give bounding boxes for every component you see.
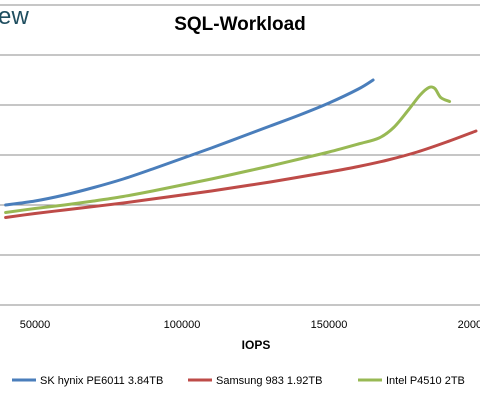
series-line-2 — [4, 129, 478, 219]
legend-label: Intel P4510 2TB — [386, 375, 465, 387]
x-tick-label: 200000 — [458, 319, 480, 331]
brand-logo: ew — [0, 3, 30, 30]
series-line-3 — [4, 85, 452, 214]
series-line-1 — [4, 78, 375, 207]
chart-title: SQL-Workload — [174, 14, 306, 35]
x-axis-title: IOPS — [242, 338, 271, 352]
legend: SK hynix PE6011 3.84TB Samsung 983 1.92TB… — [12, 375, 465, 387]
legend-label: Samsung 983 1.92TB — [216, 375, 322, 387]
series-lines — [4, 78, 478, 219]
x-tick-label: 100000 — [164, 319, 201, 331]
x-tick-labels: 50000 100000 150000 200000 — [20, 319, 480, 331]
legend-label: SK hynix PE6011 3.84TB — [40, 375, 163, 387]
x-tick-label: 50000 — [20, 319, 51, 331]
grid — [0, 4, 480, 256]
x-tick-label: 150000 — [311, 319, 348, 331]
